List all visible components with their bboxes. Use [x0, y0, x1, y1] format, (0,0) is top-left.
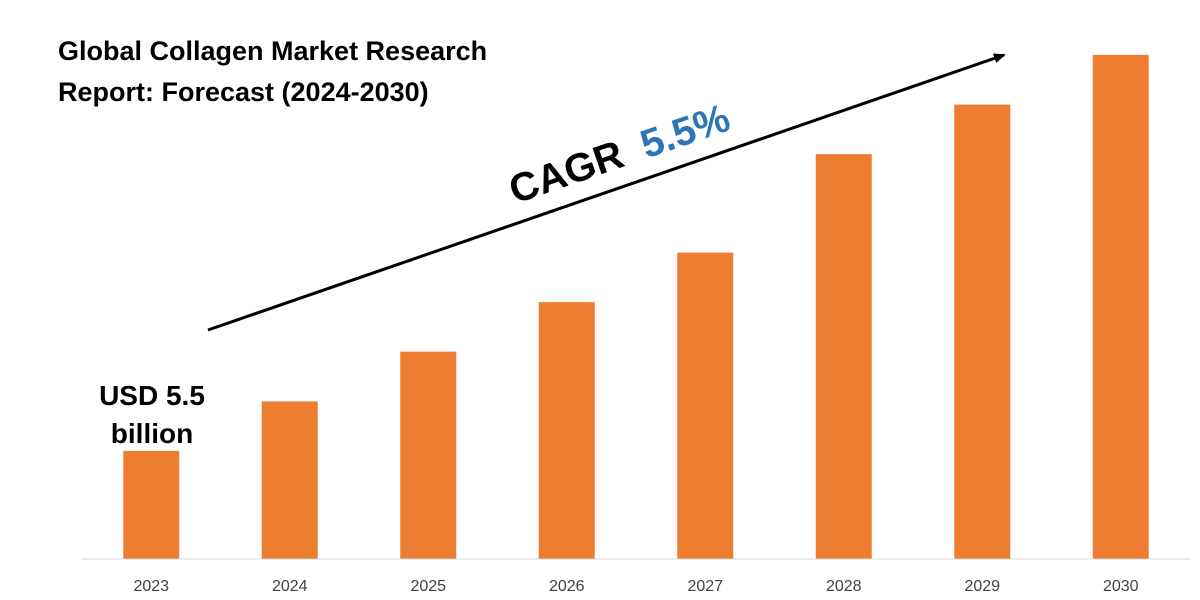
bar-2024 [261, 401, 318, 559]
x-tick-label-2026: 2026 [549, 578, 585, 595]
chart-title: Global Collagen Market Research [58, 36, 487, 66]
bar-2028 [815, 154, 872, 559]
x-tick-label-2024: 2024 [272, 578, 308, 595]
x-tick-label-2025: 2025 [410, 578, 446, 595]
cagr-value: 5.5% [635, 96, 736, 167]
cagr-annotation: CAGR 5.5% [504, 96, 736, 213]
start-value-label-line2: billion [111, 418, 193, 449]
bar-2027 [677, 252, 734, 559]
chart-subtitle: Report: Forecast (2024-2030) [58, 77, 429, 107]
bar-2026 [538, 302, 595, 559]
bar-2025 [400, 351, 457, 559]
x-tick-label-2023: 2023 [133, 578, 169, 595]
bars-group [123, 54, 1149, 559]
bar-2023 [123, 450, 180, 559]
x-tick-label-2030: 2030 [1103, 578, 1139, 595]
x-tick-label-2028: 2028 [826, 578, 862, 595]
x-tick-label-2027: 2027 [687, 578, 723, 595]
bar-2030 [1092, 54, 1149, 559]
bar-2029 [954, 104, 1011, 559]
cagr-label: CAGR [504, 133, 630, 213]
x-tick-labels: 2023 2024 2025 2026 2027 2028 2029 2030 [133, 578, 1138, 595]
x-tick-label-2029: 2029 [964, 578, 1000, 595]
trend-arrow [207, 53, 1006, 332]
start-value-label-line1: USD 5.5 [99, 380, 205, 411]
